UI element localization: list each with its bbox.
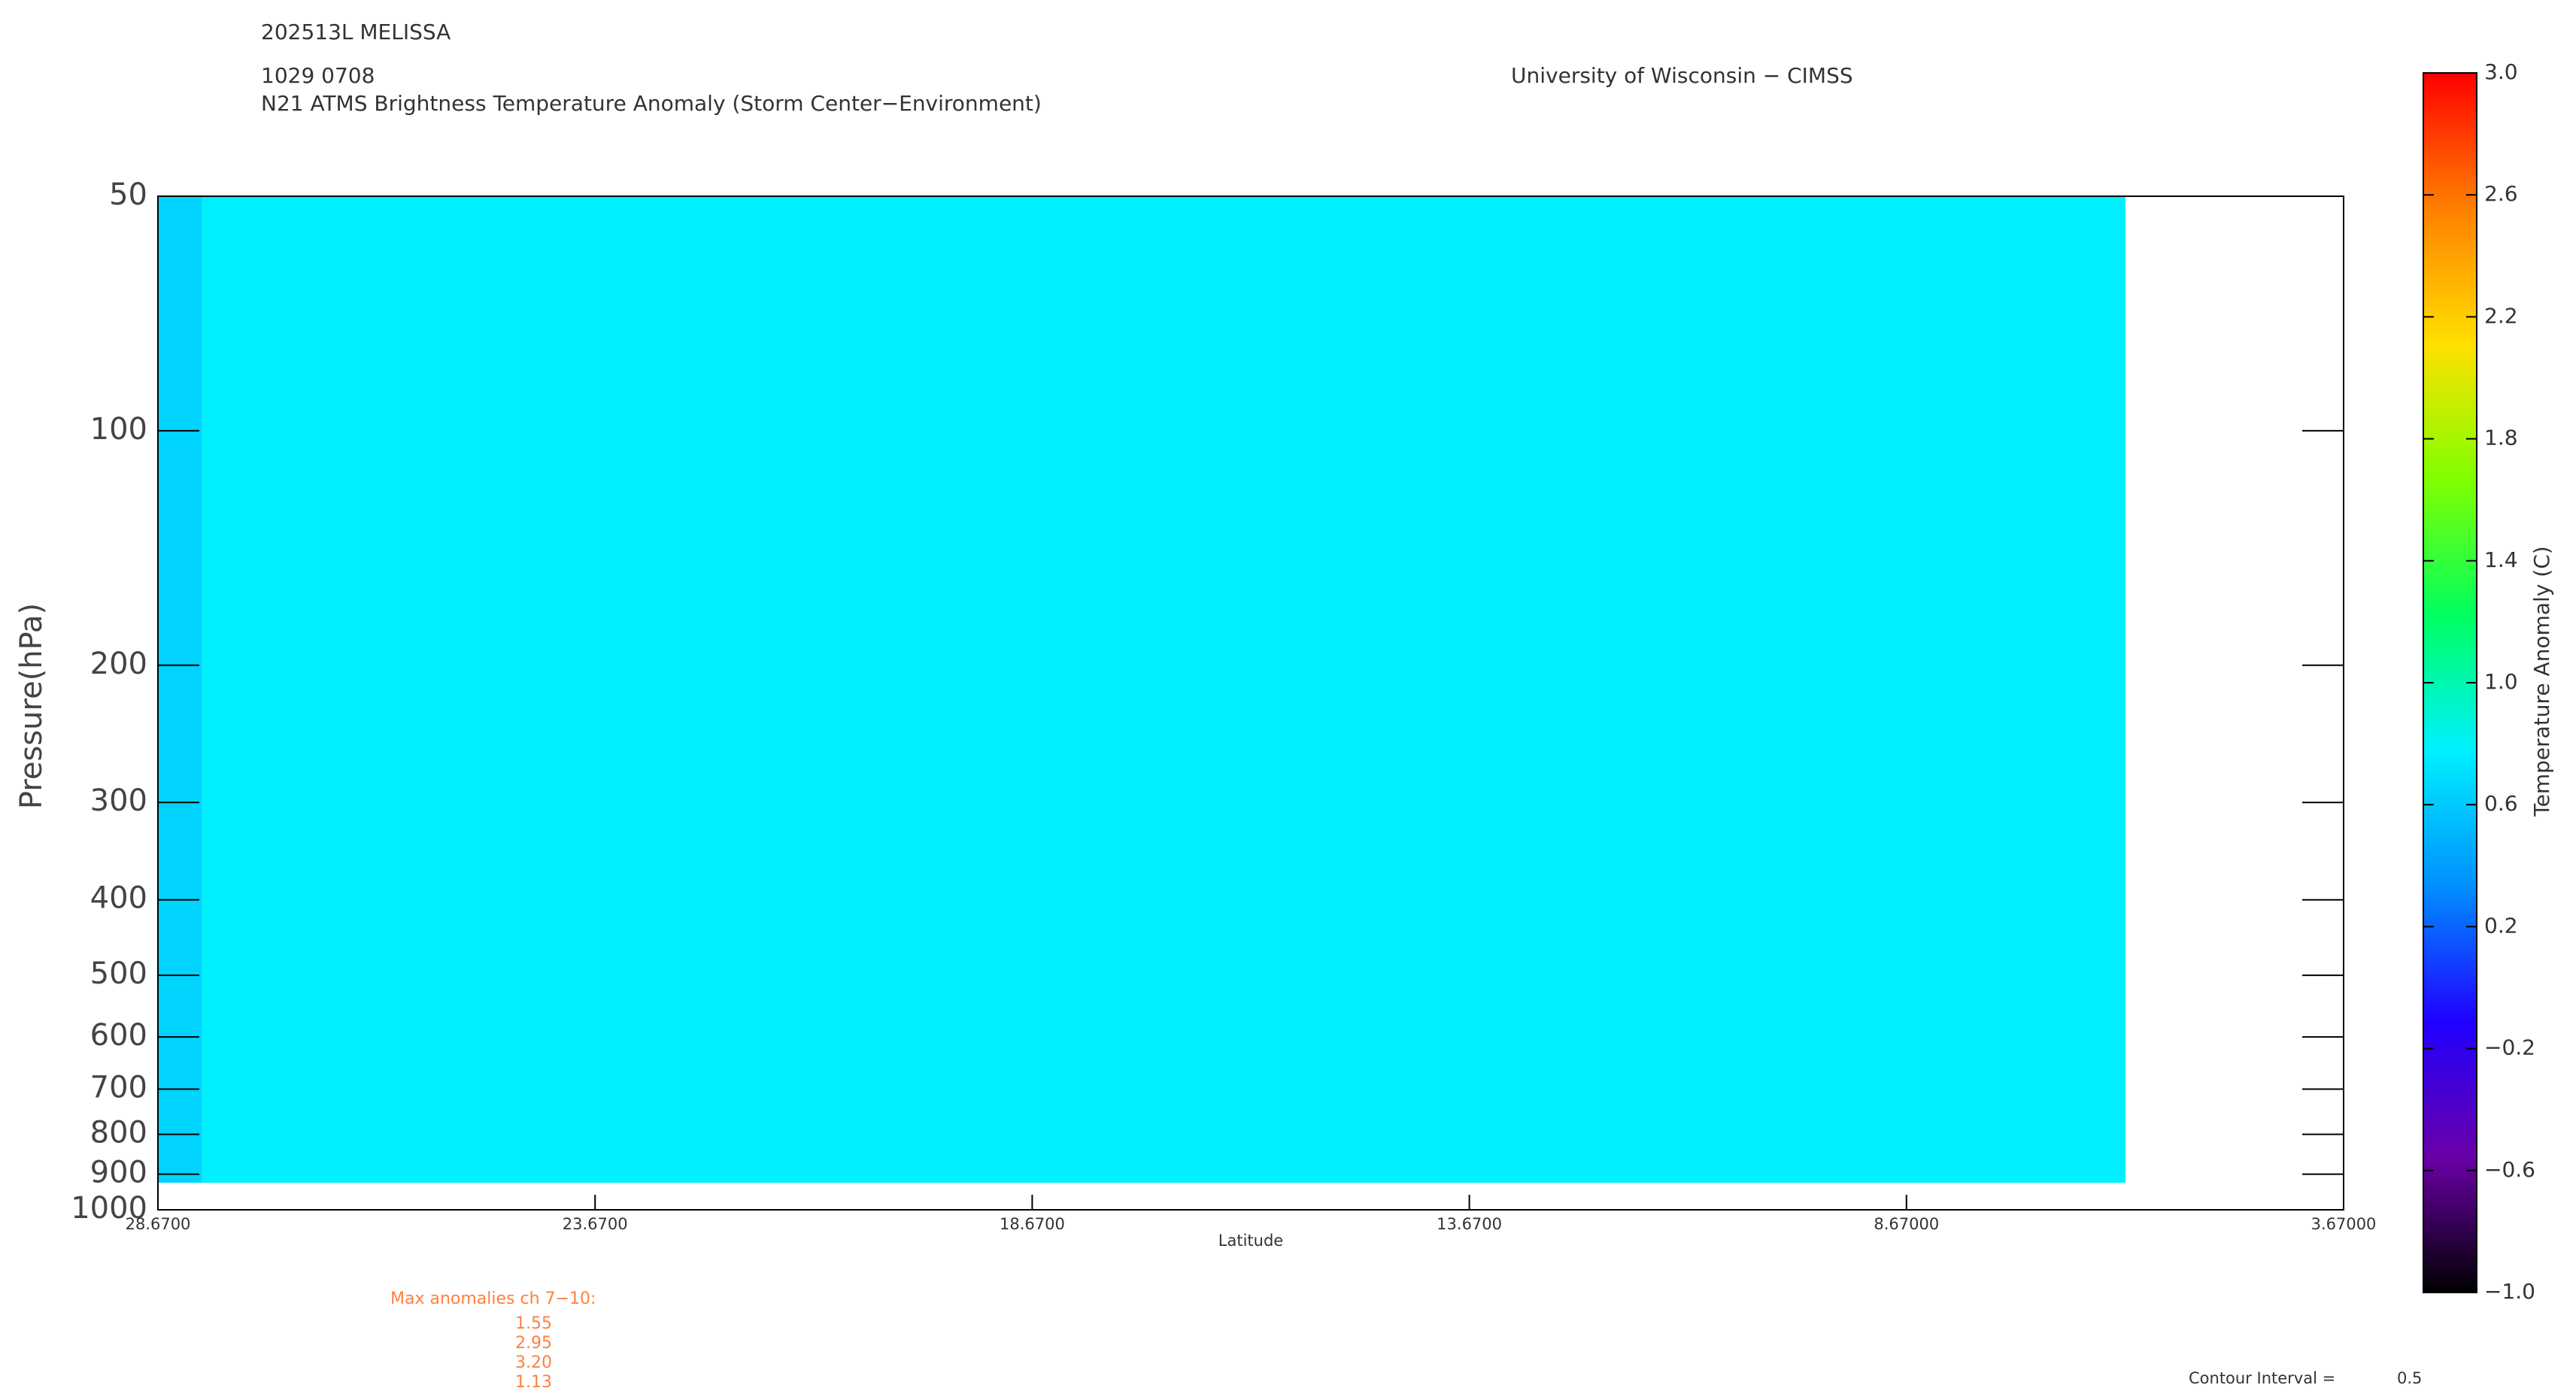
x-tick-label: 8.67000	[1874, 1215, 1939, 1233]
colorbar-tick-label: 0.6	[2484, 791, 2518, 816]
y-tick-label: 800	[90, 1116, 147, 1150]
x-tick-label: 13.6700	[1437, 1215, 1502, 1233]
colorbar-tick-label: −0.2	[2484, 1035, 2535, 1060]
colorbar-tick-label: 3.0	[2484, 59, 2518, 84]
field-cell	[289, 196, 378, 1183]
x-tick-label: 23.6700	[563, 1215, 628, 1233]
y-tick-label: 400	[90, 881, 147, 916]
time: 1029 0708	[261, 63, 375, 88]
field-cell	[158, 196, 202, 1183]
field-cell	[463, 196, 552, 1183]
colorbar-tick-label: −1.0	[2484, 1279, 2535, 1304]
x-tick-label: 18.6700	[1000, 1215, 1065, 1233]
colorbar-tick-label: 2.6	[2484, 181, 2518, 206]
field-cell	[1338, 196, 1427, 1183]
contour-interval-value: 0.5	[2397, 1369, 2422, 1387]
x-axis-label: Latitude	[1218, 1232, 1283, 1250]
y-tick-label: 200	[90, 647, 147, 681]
x-tick-label: 28.6700	[126, 1215, 191, 1233]
y-tick-label: 600	[90, 1018, 147, 1053]
field-cell	[1949, 196, 2038, 1183]
plot-frame	[157, 195, 2344, 1211]
field-cell	[1513, 196, 1601, 1183]
field-cell	[1163, 196, 1252, 1183]
y-tick-label: 1000	[71, 1191, 147, 1226]
field-cell	[813, 196, 902, 1183]
colorbar-label: Temperature Anomaly (C)	[2529, 546, 2554, 817]
max-anomalies-title: Max anomalies ch 7−10:	[390, 1289, 596, 1308]
colorbar-tick-label: 2.2	[2484, 303, 2518, 328]
y-tick-label: 300	[90, 783, 147, 818]
y-tick-label: 500	[90, 956, 147, 991]
field-cell	[1688, 196, 1776, 1183]
field-cell	[726, 196, 815, 1183]
colorbar-tick-label: 1.0	[2484, 669, 2518, 694]
colorbar-tick-label: 0.2	[2484, 913, 2518, 938]
contour-interval-label: Contour Interval =	[2189, 1369, 2335, 1387]
field-cell	[1775, 196, 1864, 1183]
field-cell	[901, 196, 989, 1183]
field-cell	[2037, 196, 2125, 1183]
field-cell	[551, 196, 639, 1183]
storm-name: 202513L MELISSA	[261, 20, 451, 44]
colorbar-tick-label: −0.6	[2484, 1157, 2535, 1182]
x-tick-label: 3.67000	[2311, 1215, 2377, 1233]
y-tick-label: 700	[90, 1071, 147, 1105]
field-cell	[376, 196, 465, 1183]
field-cell	[1862, 196, 1951, 1183]
field-cell	[1425, 196, 1514, 1183]
field-cell	[202, 196, 290, 1183]
max-anomaly-value: 2.95	[515, 1334, 552, 1353]
field-cell	[988, 196, 1077, 1183]
colorbar-tick-label: 1.4	[2484, 547, 2518, 572]
source: University of Wisconsin − CIMSS	[1511, 63, 1853, 88]
y-tick-label: 900	[90, 1156, 147, 1190]
y-axis-label: Pressure(hPa)	[14, 603, 49, 809]
chart-title: N21 ATMS Brightness Temperature Anomaly …	[261, 91, 1042, 116]
field-cell	[639, 196, 727, 1183]
field-cell	[1076, 196, 1164, 1183]
field-cell	[1600, 196, 1689, 1183]
y-tick-label: 50	[109, 177, 147, 212]
max-anomaly-value: 1.55	[515, 1314, 552, 1333]
max-anomaly-value: 1.13	[515, 1373, 552, 1391]
y-tick-label: 100	[90, 412, 147, 447]
colorbar-tick-label: 1.8	[2484, 426, 2518, 450]
max-anomaly-value: 3.20	[515, 1353, 552, 1372]
field-cell	[1251, 196, 1339, 1183]
